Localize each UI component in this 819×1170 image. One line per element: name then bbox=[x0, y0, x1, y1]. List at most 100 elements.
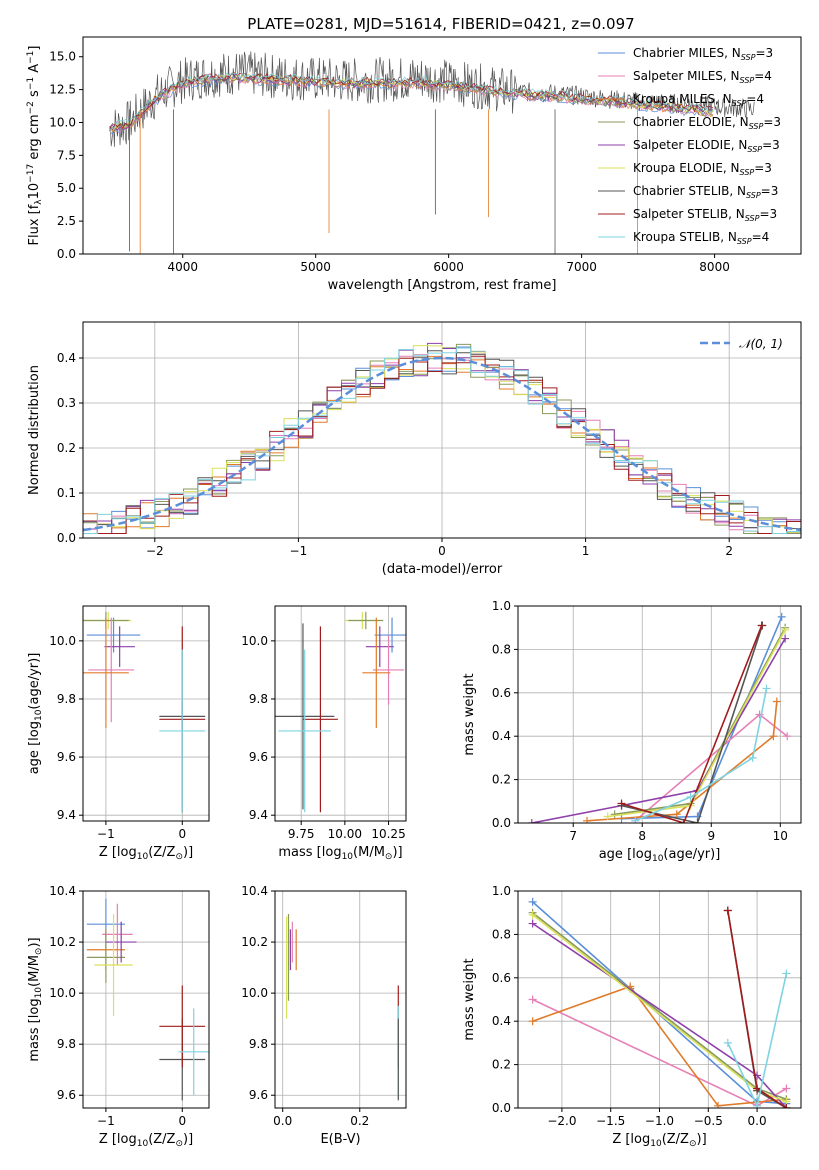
weight-series-line bbox=[532, 901, 787, 1105]
y-tick-label: 10.0 bbox=[49, 115, 76, 129]
mass-vs-Z-xlabel: Z [log10​(Z/Z⊙​)] bbox=[99, 1132, 193, 1149]
y-tick-label: 1.0 bbox=[492, 599, 511, 613]
x-tick-label: −1 bbox=[97, 1114, 115, 1128]
age-vs-Z-xlabel: Z [log10​(Z/Z⊙​)] bbox=[99, 845, 193, 862]
x-tick-label: 8 bbox=[638, 829, 646, 843]
age-vs-Z-ylabel: age [log10​(age/yr)] bbox=[27, 653, 44, 775]
chart-panels: 4000 5000 6000 7000 80000.02.55.07.510.012.5… bbox=[26, 36, 802, 1149]
weight-point-marker bbox=[762, 684, 771, 693]
spectrum-panel: 4000 5000 6000 7000 8000 0.0 2.5 5.0 7.5 10.0 12.5… bbox=[26, 36, 802, 293]
age-vs-Z-plot-area bbox=[83, 611, 206, 813]
y-tick-label: 9.6 bbox=[249, 1088, 268, 1102]
x-tick-label: 7000 bbox=[566, 260, 597, 274]
age-vs-Z-frame bbox=[82, 605, 210, 822]
y-tick-label: 10.4 bbox=[241, 884, 268, 898]
mass-vs-Z-plot-area bbox=[86, 898, 209, 1101]
y-tick-label: 9.8 bbox=[249, 1037, 268, 1051]
y-tick-label: 2.5 bbox=[57, 214, 76, 228]
y-tick-label: 7.5 bbox=[57, 148, 76, 162]
weight-point-marker bbox=[714, 1101, 723, 1108]
weight-point-marker bbox=[777, 612, 786, 621]
weight-point-marker bbox=[528, 897, 537, 906]
x-tick-label: 0.2 bbox=[350, 1114, 369, 1128]
x-tick-label: 0 bbox=[178, 827, 186, 841]
y-tick-label: 0.4 bbox=[492, 729, 511, 743]
age-vs-mass-xlabel: mass [log10​(M/M⊙​)] bbox=[278, 845, 402, 862]
weight-point-marker bbox=[782, 969, 791, 978]
x-tick-label: −1 bbox=[97, 827, 115, 841]
x-tick-label: 5000 bbox=[300, 260, 331, 274]
legend-entry: Salpeter MILES, NSSP=4 bbox=[633, 69, 772, 85]
y-tick-label: 0.8 bbox=[492, 927, 511, 941]
x-tick-label: −2 bbox=[146, 544, 164, 558]
x-tick-label: −2.0 bbox=[547, 1114, 576, 1128]
y-tick-label: 0.1 bbox=[57, 486, 76, 500]
age-vs-mass-plot-area bbox=[275, 611, 406, 813]
x-tick-label: 6000 bbox=[433, 260, 464, 274]
weight-series-line bbox=[634, 688, 768, 822]
weight-point-marker bbox=[528, 1017, 537, 1026]
y-tick-label: 0.8 bbox=[492, 642, 511, 656]
weight-point-marker bbox=[631, 816, 640, 823]
y-tick-label: 10.0 bbox=[49, 986, 76, 1000]
weight-point-marker bbox=[528, 995, 537, 1004]
legend-entry: Kroupa STELIB, NSSP=4 bbox=[633, 230, 769, 246]
x-tick-label: 7 bbox=[569, 829, 577, 843]
y-tick-label: 0.0 bbox=[57, 531, 76, 545]
weight-point-marker bbox=[782, 1104, 791, 1108]
legend-entry: Kroupa MILES, NSSP=4 bbox=[633, 92, 764, 108]
weight-point-marker bbox=[781, 625, 790, 634]
y-tick-label: 0.4 bbox=[492, 1014, 511, 1028]
spectrum-plot-area bbox=[109, 51, 755, 254]
x-tick-label: 10.00 bbox=[328, 827, 362, 841]
weight-vs-age-frame bbox=[517, 605, 802, 824]
legend-entry: Chabrier STELIB, NSSP=3 bbox=[633, 184, 778, 200]
weight-point-marker bbox=[583, 816, 592, 823]
weight-vs-age-panel: 7 8 9 10 0.0 0.2 0.4 0.6 0.8 1.0 age [log10​(age/y… bbox=[462, 599, 802, 864]
y-tick-label: 0.0 bbox=[492, 816, 511, 830]
weight-vs-age-plot-area bbox=[527, 612, 792, 823]
weight-point-marker bbox=[527, 819, 536, 823]
weight-series-line bbox=[621, 625, 763, 823]
x-tick-label: 0.0 bbox=[273, 1114, 292, 1128]
x-tick-label: 0 bbox=[438, 544, 446, 558]
y-tick-label: 10.2 bbox=[241, 935, 268, 949]
x-tick-label: 9.75 bbox=[288, 827, 315, 841]
weight-vs-age-ylabel: mass weight bbox=[462, 673, 477, 755]
weight-point-marker bbox=[723, 1038, 732, 1047]
y-tick-label: 9.6 bbox=[249, 750, 268, 764]
y-tick-label: 0.6 bbox=[492, 971, 511, 985]
figure-title: PLATE=0281, MJD=51614, FIBERID=0421, z=0… bbox=[247, 15, 634, 33]
weight-vs-Z-panel: −2.0 −1.5 −1.0 −0.5 0.0 0.0 0.2 0.4 0.6 0.8 1.0 Z [… bbox=[462, 884, 802, 1149]
weight-series-line bbox=[607, 629, 786, 818]
y-tick-label: 0.2 bbox=[57, 441, 76, 455]
weight-point-marker bbox=[782, 1084, 791, 1093]
residual-distribution-ylabel: Normed distribution bbox=[27, 365, 42, 495]
y-tick-label: 0.2 bbox=[492, 773, 511, 787]
weight-series-line bbox=[531, 638, 786, 823]
y-tick-label: 9.6 bbox=[57, 750, 76, 764]
spectrum-xlabel: wavelength [Angstrom, rest frame] bbox=[328, 278, 557, 293]
weight-point-marker bbox=[769, 732, 778, 741]
model-spectrum-line bbox=[109, 72, 714, 131]
y-tick-label: 0.4 bbox=[57, 351, 76, 365]
y-tick-label: 5.0 bbox=[57, 181, 76, 195]
x-tick-label: 4000 bbox=[167, 260, 198, 274]
model-spectrum-line bbox=[109, 72, 714, 130]
x-tick-label: 10 bbox=[773, 829, 788, 843]
weight-vs-age-xlabel: age [log10​(age/yr)] bbox=[599, 847, 721, 864]
residual-distribution-xlabel: (data-model)/error bbox=[382, 562, 503, 577]
weight-point-marker bbox=[781, 634, 790, 643]
age-vs-Z-panel: −1 0 9.4 9.6 9.8 10.0 Z [log10​(Z/Z⊙​)] age [lo… bbox=[27, 605, 210, 862]
x-tick-label: −1.0 bbox=[645, 1114, 674, 1128]
x-tick-label: 8000 bbox=[699, 260, 730, 274]
mass-vs-EBV-frame bbox=[274, 890, 407, 1109]
residual-distribution-panel: −2 −1 0 1 2 0.0 0.1 0.2 0.3 0.4 (data-model)/error… bbox=[27, 321, 802, 577]
legend-entry: Chabrier ELODIE, NSSP=3 bbox=[633, 115, 781, 131]
y-tick-label: 9.4 bbox=[249, 808, 268, 822]
normal-legend-label: 𝒩(0, 1) bbox=[739, 337, 783, 351]
legend-entry: Salpeter STELIB, NSSP=3 bbox=[633, 207, 777, 223]
x-tick-label: 0.0 bbox=[748, 1114, 767, 1128]
normal-curve bbox=[83, 356, 801, 532]
